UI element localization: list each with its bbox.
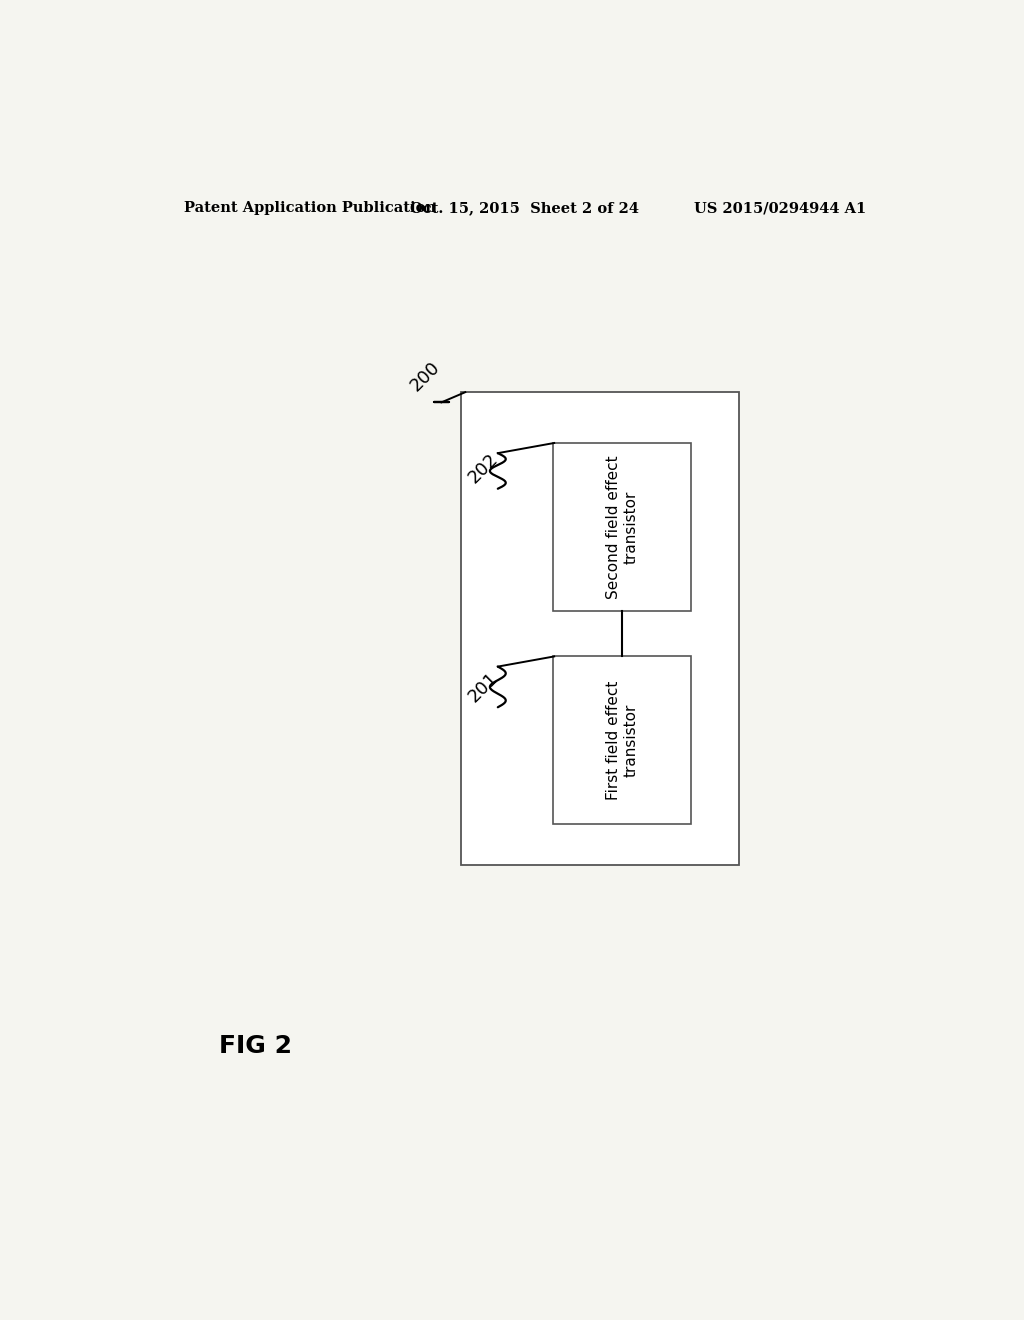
Text: FIG 2: FIG 2 [219, 1034, 292, 1057]
Bar [553, 444, 691, 611]
Text: Oct. 15, 2015  Sheet 2 of 24: Oct. 15, 2015 Sheet 2 of 24 [411, 201, 639, 215]
Bar [461, 392, 739, 865]
Text: Second field effect
transistor: Second field effect transistor [606, 455, 638, 599]
Text: 200: 200 [408, 359, 444, 395]
Text: 202: 202 [465, 450, 502, 487]
Text: Patent Application Publication: Patent Application Publication [183, 201, 435, 215]
Text: 201: 201 [465, 668, 502, 705]
Text: US 2015/0294944 A1: US 2015/0294944 A1 [694, 201, 866, 215]
Text: First field effect
transistor: First field effect transistor [606, 681, 638, 800]
Bar [553, 656, 691, 824]
